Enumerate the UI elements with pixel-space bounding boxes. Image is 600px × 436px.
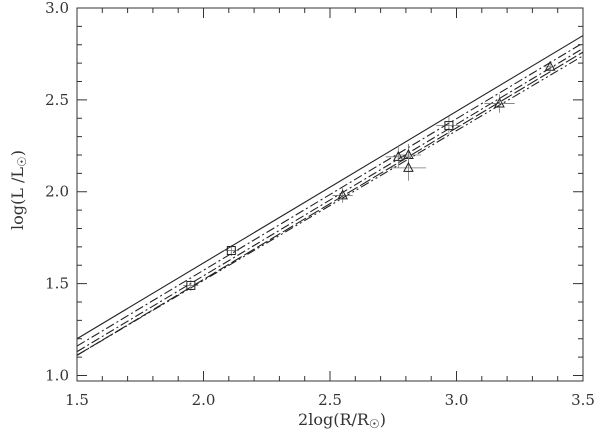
- model-line-dashdot: [76, 47, 584, 353]
- triangle-marker: [392, 150, 404, 161]
- square-point: [436, 116, 462, 135]
- x-tick-label: 2.5: [318, 391, 342, 409]
- tick-labels: 1.5 2.0 2.5 3.0 3.5 1.0 1.5 2.0 2.5 3.0: [45, 0, 595, 409]
- square-point: [223, 245, 239, 257]
- triangle-point: [544, 60, 556, 71]
- x-tick-label: 1.5: [65, 391, 89, 409]
- model-line-dashdotdot: [76, 55, 584, 356]
- triangle-point: [332, 188, 353, 203]
- sun-symbol-y: ☉: [15, 156, 29, 167]
- triangle-point: [385, 145, 411, 168]
- model-line-longdash: [76, 51, 584, 356]
- model-lines: [76, 35, 584, 356]
- x-axis-label: 2log(R/R☉): [298, 410, 386, 431]
- square-marker: [444, 121, 454, 131]
- y-tick-label: 2.0: [45, 183, 69, 201]
- y-axis-label-suffix: ): [8, 150, 27, 156]
- x-tick-label: 3.0: [445, 391, 469, 409]
- axis-ticks: [76, 7, 584, 381]
- model-line-dashdot: [76, 42, 584, 347]
- y-tick-label: 2.5: [45, 91, 69, 109]
- x-axis-label-suffix: ): [380, 410, 386, 429]
- triangle-point: [390, 154, 427, 181]
- y-axis-label: log(L /L☉): [8, 150, 29, 230]
- model-line-solid: [76, 35, 584, 340]
- y-tick-label: 3.0: [45, 0, 69, 17]
- square-marker: [186, 280, 196, 290]
- square-marker: [226, 246, 236, 256]
- x-tick-label: 2.0: [192, 391, 216, 409]
- y-tick-label: 1.5: [45, 275, 69, 293]
- data-points: [183, 60, 556, 291]
- square-point: [183, 279, 199, 291]
- x-tick-label: 3.5: [571, 391, 595, 409]
- sun-symbol-x: ☉: [369, 417, 380, 431]
- x-axis-label-text: 2log(R/R: [298, 410, 370, 429]
- triangle-point: [484, 94, 515, 113]
- triangle-marker: [403, 161, 414, 172]
- triangle-marker: [544, 60, 556, 71]
- y-axis-label-text: log(L /L: [8, 167, 27, 230]
- y-tick-label: 1.0: [45, 366, 69, 384]
- triangle-marker: [337, 189, 348, 200]
- triangle-marker: [494, 97, 505, 108]
